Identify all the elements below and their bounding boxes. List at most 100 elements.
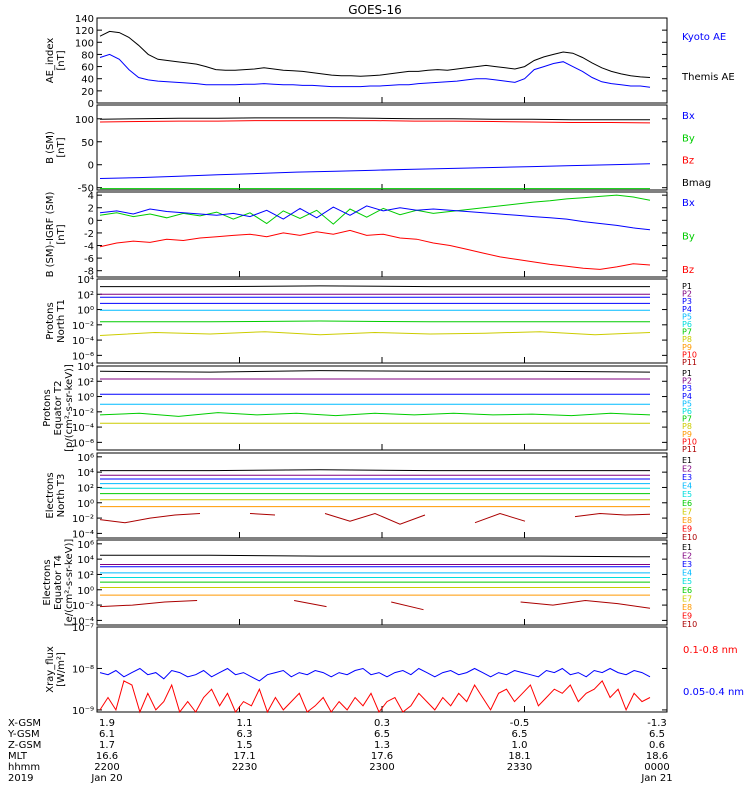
en-legend-e10: E10: [682, 533, 697, 542]
pn-legend-p6: P6: [682, 320, 692, 329]
ee-ytick-label: 10⁴: [77, 555, 94, 566]
pe-legend-p11: P11: [682, 445, 697, 454]
en-series-e9: [324, 512, 426, 525]
footer-cell: 2330: [507, 762, 532, 773]
ee-legend-e7: E7: [682, 594, 692, 603]
ae-ylabel: AE_index: [45, 38, 56, 84]
en-series-e9: [574, 512, 651, 518]
footer-cell: -1.3: [647, 718, 667, 729]
pn-series-p1: [100, 285, 650, 288]
en-ylabel: Electrons: [45, 472, 56, 518]
footer-cell: 1.3: [374, 740, 390, 751]
xray-series-0-1-0-8-nm: [99, 680, 651, 714]
footer-cell: 0.6: [649, 740, 665, 751]
ee-legend-e10: E10: [682, 620, 697, 629]
footer-row-label: Z-GSM: [8, 740, 41, 751]
bdiff-ytick-label: 2: [88, 204, 94, 215]
footer-cell: 17.1: [233, 751, 255, 762]
ae-series-kyoto-ae: [99, 53, 651, 88]
ae-ytick-label: 100: [75, 38, 94, 49]
ee-legend-e2: E2: [682, 552, 692, 561]
bdiff-ytick-label: -8: [84, 267, 94, 278]
pn-legend-p11: P11: [682, 358, 697, 367]
pn-legend-p10: P10: [682, 350, 697, 359]
ee-legend-e3: E3: [682, 560, 692, 569]
pn-legend-p4: P4: [682, 305, 692, 314]
en-legend-e3: E3: [682, 473, 692, 482]
footer-row-label: Y-GSM: [7, 729, 40, 740]
ae-ytick-label: 120: [75, 26, 94, 37]
footer-row-label: X-GSM: [8, 718, 41, 729]
pe-ylabel: [p/(cm²-s-sr-keV)]: [64, 364, 75, 452]
xray-series-0-05-0-4-nm: [99, 667, 651, 682]
ee-ylabel: Equator T4: [53, 555, 64, 610]
bsm-series-bmag: [99, 117, 650, 121]
footer-cell: 1.1: [237, 718, 253, 729]
pn-ytick-label: 10⁻⁴: [72, 336, 94, 347]
pe-legend-p9: P9: [682, 430, 692, 439]
footer-cell: 6.5: [512, 729, 528, 740]
en-legend-e8: E8: [682, 516, 692, 525]
ee-ylabel: [e/(cm²-s-sr-keV)]: [64, 539, 75, 627]
pn-ytick-label: 10⁻²: [72, 321, 94, 332]
bdiff-legend-bz: Bz: [682, 265, 694, 276]
ae-ytick-label: 80: [81, 50, 94, 61]
en-legend-e6: E6: [682, 499, 692, 508]
pn-ytick-label: 10⁻⁶: [72, 351, 94, 362]
pn-series-p7: [99, 331, 651, 336]
xray-ytick-label: 10⁻⁹: [72, 706, 94, 717]
pe-ytick-label: 10⁰: [77, 393, 94, 404]
bdiff-ytick-label: 4: [88, 191, 94, 202]
en-ytick-label: 10²: [77, 483, 94, 494]
pe-ytick-label: 10²: [77, 377, 94, 388]
ee-legend-e8: E8: [682, 603, 692, 612]
bdiff-series-by: [99, 194, 651, 225]
bsm-ytick-label: 50: [81, 138, 94, 149]
ee-series-e9: [391, 601, 424, 611]
bsm-legend-bz: Bz: [682, 156, 694, 167]
ee-ylabel: Electrons: [42, 559, 53, 605]
bdiff-ytick-label: -4: [84, 242, 94, 253]
bdiff-series-bz: [99, 229, 651, 270]
pn-legend-p7: P7: [682, 328, 692, 337]
pe-ytick-label: 10⁻⁴: [72, 423, 94, 434]
ee-legend-e6: E6: [682, 586, 692, 595]
ee-series-e9: [99, 600, 198, 608]
pn-legend-p9: P9: [682, 343, 692, 352]
en-ylabel: North T3: [56, 474, 67, 518]
footer-cell: 2200: [94, 762, 119, 773]
footer-row-label: hhmm: [8, 762, 40, 773]
pn-ylabel: Protons: [45, 302, 56, 339]
bdiff-ylabel: B (SM)-IGRF (SM): [45, 192, 56, 278]
footer-cell: 6.3: [237, 729, 253, 740]
ae-ytick-label: 140: [75, 14, 94, 25]
footer-cell: 17.6: [371, 751, 393, 762]
pe-legend-p5: P5: [682, 399, 692, 408]
ee-series-e1: [100, 554, 651, 558]
pn-legend-p1: P1: [682, 282, 692, 291]
ae-ytick-label: 60: [81, 63, 94, 74]
en-ytick-label: 10⁰: [77, 499, 94, 510]
en-legend-e9: E9: [682, 524, 692, 533]
en-legend-e4: E4: [682, 482, 692, 491]
en-series-e9: [99, 513, 201, 524]
bsm-ytick-label: 100: [75, 115, 94, 126]
footer-cell: 6.5: [374, 729, 390, 740]
xray-ylabel: [W/m²]: [56, 652, 67, 687]
bsm-series-bz: [99, 120, 651, 124]
footer-row-label: 2019: [8, 773, 33, 784]
bsm-ylabel: [nT]: [56, 137, 67, 157]
ae-series-themis-ae: [99, 30, 651, 78]
footer-cell: Jan 20: [90, 773, 122, 784]
pe-legend-p7: P7: [682, 415, 692, 424]
pe-ytick-label: 10⁴: [77, 362, 94, 373]
pn-series-p6: [100, 320, 650, 323]
en-ytick-label: 10⁻⁴: [72, 529, 94, 540]
footer-cell: 1.9: [99, 718, 115, 729]
en-ytick-label: 10⁻²: [72, 514, 94, 525]
bsm-frame: [96, 104, 668, 191]
en-legend-e5: E5: [682, 490, 692, 499]
en-legend-e7: E7: [682, 507, 692, 516]
xray-ylabel: Xray_flux: [45, 646, 56, 693]
